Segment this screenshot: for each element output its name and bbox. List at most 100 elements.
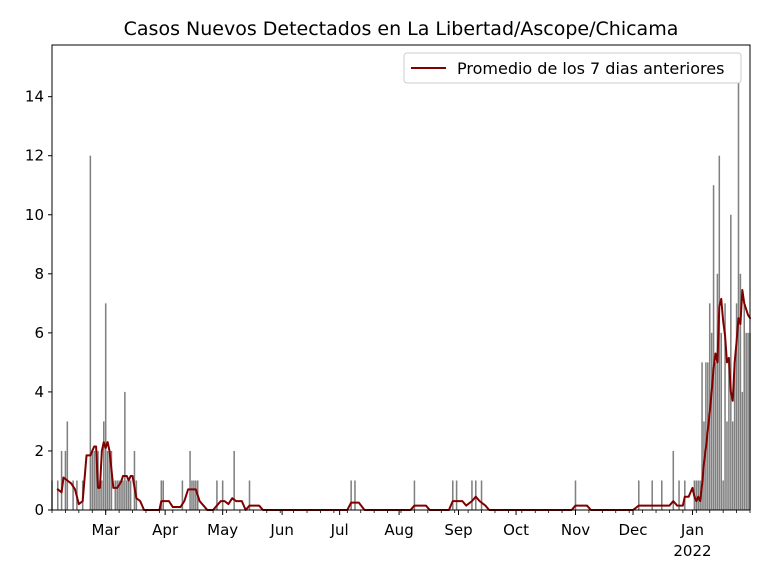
bar bbox=[651, 480, 653, 510]
bar bbox=[574, 480, 577, 510]
bar bbox=[162, 480, 164, 510]
bar bbox=[101, 480, 103, 510]
bar bbox=[720, 332, 722, 510]
x-tick-label: Jun bbox=[269, 521, 293, 539]
bar bbox=[745, 332, 747, 510]
bar bbox=[471, 480, 473, 510]
x-tick-label: Jul bbox=[330, 521, 349, 539]
bar bbox=[733, 362, 736, 510]
bar bbox=[127, 480, 130, 510]
bar bbox=[739, 273, 742, 510]
x-tick-label: Mar bbox=[92, 521, 121, 539]
moving-average-line bbox=[56, 289, 751, 511]
y-tick-label: 6 bbox=[34, 324, 44, 342]
x-axis: Mar Apr May Jun Jul Aug Sep Oct Nov Dec Jan 2022 bbox=[51, 510, 751, 560]
chart-title: Casos Nuevos Detectados en La Libertad/A… bbox=[124, 18, 679, 40]
bar bbox=[64, 450, 67, 510]
y-tick-label: 4 bbox=[34, 383, 44, 401]
x-tick-year-label: 2022 bbox=[673, 542, 711, 560]
line-layer bbox=[56, 289, 751, 511]
bar bbox=[124, 391, 126, 510]
bar bbox=[697, 480, 699, 510]
bar bbox=[181, 480, 184, 510]
x-tick-label: Apr bbox=[152, 521, 179, 539]
bar bbox=[60, 450, 63, 510]
bar bbox=[248, 480, 251, 510]
bar bbox=[701, 362, 703, 510]
bar bbox=[730, 214, 732, 510]
bar bbox=[678, 480, 680, 510]
bar bbox=[661, 480, 663, 510]
bar bbox=[104, 303, 107, 510]
bar bbox=[737, 67, 740, 510]
bar bbox=[695, 480, 698, 510]
bar bbox=[452, 480, 454, 510]
bar bbox=[714, 362, 717, 510]
bar bbox=[114, 480, 117, 510]
bar bbox=[195, 480, 197, 510]
bar bbox=[66, 421, 69, 510]
x-tick-label: Sep bbox=[444, 521, 472, 539]
bar bbox=[99, 480, 101, 510]
bar bbox=[116, 480, 118, 510]
bar bbox=[110, 450, 113, 510]
bar bbox=[455, 480, 458, 510]
x-tick-label: Aug bbox=[384, 521, 413, 539]
bar bbox=[724, 303, 726, 510]
legend-label: Promedio de los 7 dias anteriores bbox=[457, 59, 724, 78]
bar bbox=[480, 480, 483, 510]
bar bbox=[216, 480, 218, 510]
bar bbox=[716, 273, 719, 510]
bar bbox=[118, 480, 120, 510]
bar bbox=[672, 450, 675, 510]
bar bbox=[712, 185, 715, 511]
bar bbox=[120, 480, 122, 510]
bar bbox=[705, 362, 707, 510]
bar bbox=[193, 480, 195, 510]
x-tick-label: Jan bbox=[680, 521, 704, 539]
x-tick-label: May bbox=[207, 521, 238, 539]
bar bbox=[89, 155, 92, 510]
bar bbox=[731, 421, 734, 510]
bar bbox=[122, 480, 124, 510]
bar bbox=[747, 332, 749, 510]
legend-box bbox=[403, 52, 742, 84]
bar bbox=[91, 450, 94, 510]
y-tick-label: 12 bbox=[25, 147, 44, 165]
bar bbox=[350, 480, 352, 510]
bar bbox=[743, 303, 746, 510]
bar bbox=[233, 450, 235, 510]
bar bbox=[72, 480, 74, 510]
bar bbox=[106, 450, 109, 510]
legend: Promedio de los 7 dias anteriores bbox=[403, 52, 742, 84]
y-tick-label: 0 bbox=[34, 501, 44, 519]
bar bbox=[126, 480, 128, 510]
bar bbox=[95, 450, 97, 510]
bar bbox=[56, 480, 59, 510]
y-tick-label: 14 bbox=[25, 88, 44, 106]
bar bbox=[413, 480, 416, 510]
x-tick-label: Oct bbox=[503, 521, 529, 539]
bar bbox=[684, 480, 686, 510]
bar bbox=[108, 450, 111, 510]
x-tick-label: Nov bbox=[561, 521, 590, 539]
bar bbox=[103, 421, 105, 510]
bar bbox=[354, 480, 356, 510]
x-tick-label: Dec bbox=[619, 521, 648, 539]
y-tick-label: 2 bbox=[34, 442, 44, 460]
bar bbox=[191, 480, 193, 510]
bar bbox=[189, 450, 191, 510]
y-axis: 0 2 4 6 8 10 12 14 bbox=[25, 88, 52, 519]
bar bbox=[475, 480, 477, 510]
bar bbox=[129, 480, 132, 510]
bar bbox=[221, 480, 224, 510]
bar bbox=[722, 480, 724, 510]
y-tick-label: 8 bbox=[34, 265, 44, 283]
bar bbox=[726, 421, 728, 510]
bar bbox=[728, 362, 730, 510]
bar bbox=[710, 332, 713, 510]
y-tick-label: 10 bbox=[25, 206, 44, 224]
bar bbox=[735, 303, 738, 510]
